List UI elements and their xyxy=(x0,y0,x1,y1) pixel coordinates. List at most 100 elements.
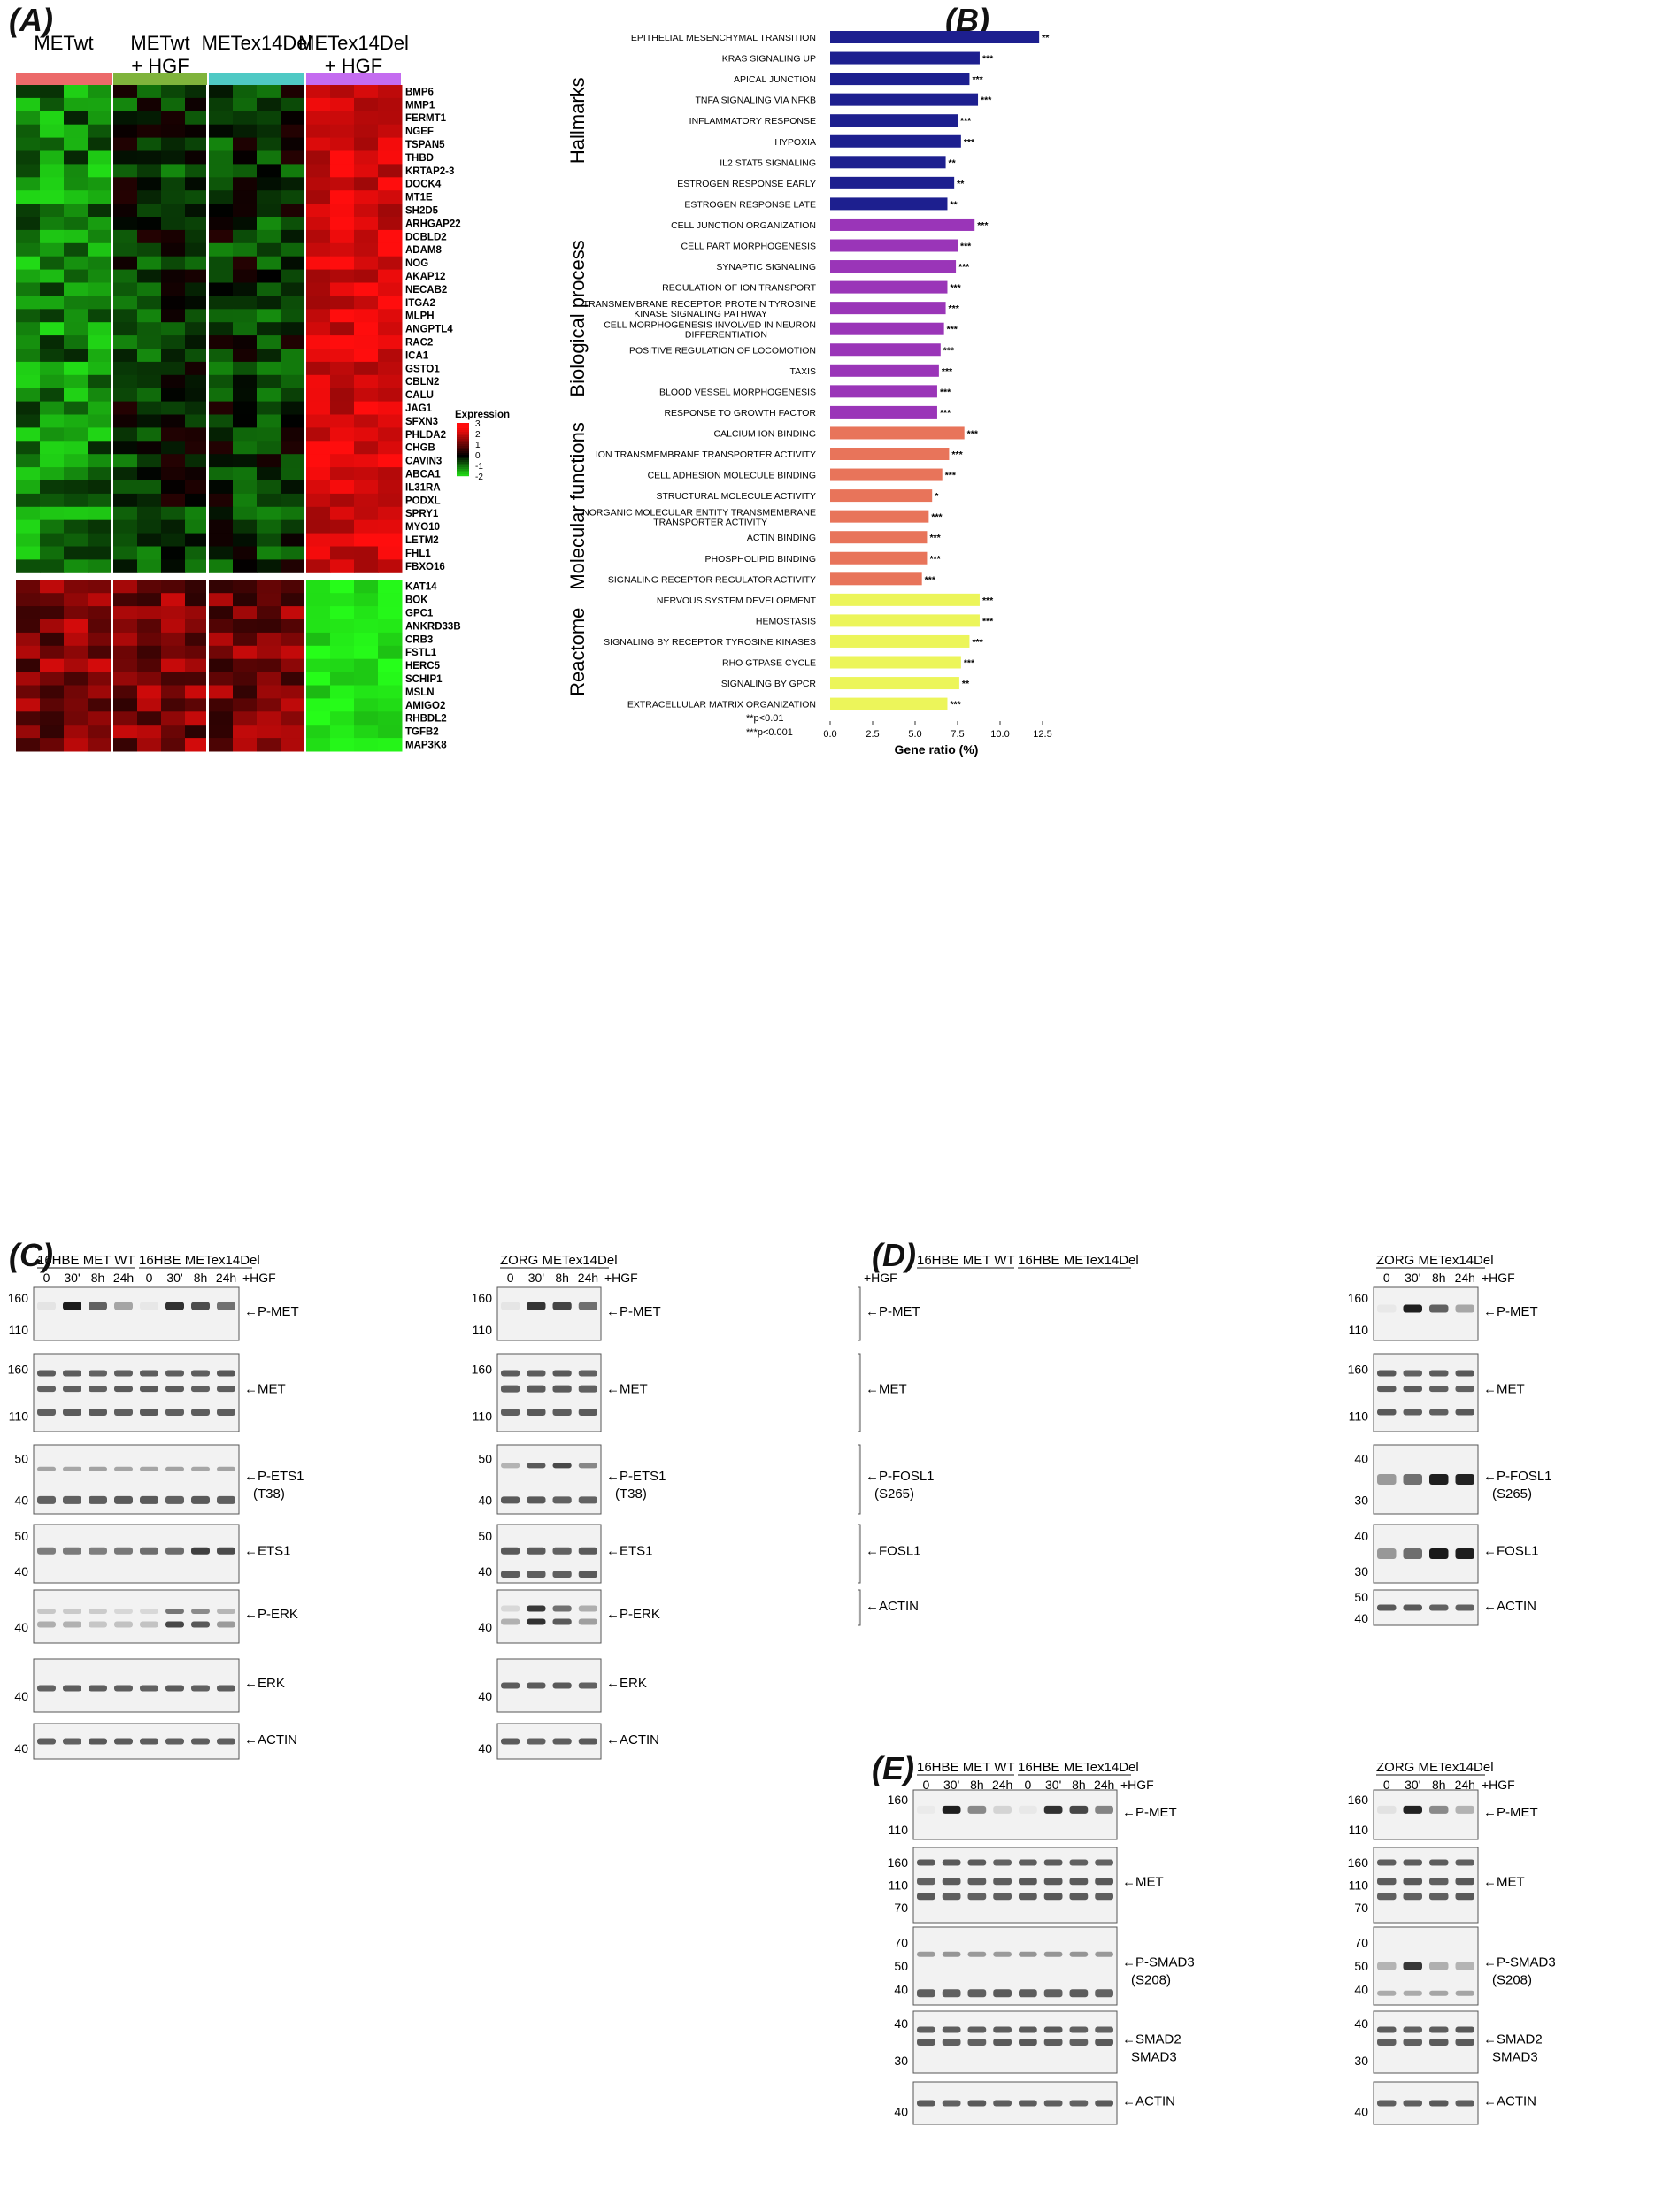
heatmap-cell xyxy=(209,454,234,468)
heatmap-cell xyxy=(64,645,89,660)
heatmap-cell xyxy=(281,85,305,99)
blot-band xyxy=(165,1738,184,1745)
blot-band xyxy=(1095,2100,1113,2107)
heatmap-cell xyxy=(257,124,281,139)
heatmap-cell xyxy=(16,309,41,323)
heatmap-cell xyxy=(40,580,65,594)
heatmap-cell xyxy=(330,374,355,389)
heatmap-cell xyxy=(209,361,234,376)
heatmap-cell xyxy=(185,204,210,218)
heatmap-cell xyxy=(378,738,403,752)
heatmap-cell xyxy=(40,269,65,283)
blot-band xyxy=(967,1951,987,1957)
heatmap-cell xyxy=(88,672,112,686)
heatmap-gene-label: FBXO16 xyxy=(405,562,445,572)
heatmap-cell xyxy=(257,190,281,204)
heatmap-cell xyxy=(209,546,234,560)
heatmap-cell xyxy=(185,229,210,244)
heatmap-cell xyxy=(88,322,112,336)
enrichment-bar xyxy=(830,260,957,273)
heatmap-cell xyxy=(330,111,355,126)
blot-band xyxy=(942,2100,961,2107)
heatmap-cell xyxy=(88,480,112,495)
heatmap-cell xyxy=(378,124,403,139)
legend-gradient-step xyxy=(457,442,469,445)
heatmap-cell xyxy=(137,441,162,455)
blot-band xyxy=(578,1370,597,1377)
heatmap-cell xyxy=(330,480,355,495)
blot-band xyxy=(1455,1304,1474,1313)
heatmap-cell xyxy=(257,454,281,468)
significance-stars: ** xyxy=(957,179,965,189)
mw-marker: 110 xyxy=(1349,1878,1369,1893)
heatmap-cell xyxy=(330,725,355,739)
heatmap-cell xyxy=(330,427,355,442)
blot-band xyxy=(37,1409,56,1416)
blot-band xyxy=(501,1738,520,1745)
heatmap-cell xyxy=(185,349,210,363)
heatmap-cell xyxy=(330,606,355,620)
blot-band xyxy=(527,1496,546,1504)
blot-band xyxy=(1019,2026,1037,2033)
heatmap-cell xyxy=(378,559,403,573)
heatmap-cell xyxy=(306,645,331,660)
heatmap-cell xyxy=(113,374,138,389)
heatmap-cell xyxy=(330,361,355,376)
heatmap-cell xyxy=(281,559,305,573)
term-label: ESTROGEN RESPONSE LATE xyxy=(684,199,816,210)
heatmap-cell xyxy=(330,519,355,534)
heatmap-cell xyxy=(281,111,305,126)
heatmap-cell xyxy=(161,296,186,310)
heatmap-cell xyxy=(209,150,234,165)
heatmap-cell xyxy=(113,725,138,739)
blot-band xyxy=(89,1386,107,1393)
heatmap-cell xyxy=(16,711,41,726)
heatmap-cell xyxy=(161,137,186,151)
blot-membrane xyxy=(33,1353,240,1432)
heatmap-cell xyxy=(16,111,41,126)
blot-band xyxy=(1377,1878,1397,1886)
heatmap-cell xyxy=(113,137,138,151)
heatmap-gene-label: ABCA1 xyxy=(405,470,441,480)
blot-band xyxy=(967,1989,987,1998)
heatmap-cell xyxy=(330,204,355,218)
enrichment-bar xyxy=(830,218,975,231)
heatmap-cell xyxy=(233,519,258,534)
lane-time-label: 0 xyxy=(1383,1271,1390,1285)
heatmap-cell xyxy=(354,309,379,323)
heatmap-cell xyxy=(16,738,41,752)
blot-band xyxy=(552,1496,572,1504)
heatmap-cell xyxy=(257,374,281,389)
blot-target-label: ←P-MET xyxy=(1483,1805,1538,1820)
heatmap-cell xyxy=(281,480,305,495)
heatmap-cell xyxy=(306,164,331,178)
heatmap-cell xyxy=(185,441,210,455)
heatmap-cell xyxy=(281,658,305,673)
blot-target-sublabel: (S208) xyxy=(1131,1973,1171,1988)
heatmap-cell xyxy=(185,698,210,712)
heatmap-cell xyxy=(113,361,138,376)
heatmap-cell xyxy=(64,619,89,634)
heatmap-cell xyxy=(88,519,112,534)
heatmap-cell xyxy=(16,685,41,699)
legend-gradient-step xyxy=(457,432,469,434)
heatmap-cell xyxy=(233,282,258,296)
heatmap-cell xyxy=(137,124,162,139)
heatmap-cell xyxy=(378,242,403,257)
heatmap-cell xyxy=(330,580,355,594)
heatmap-cell xyxy=(64,559,89,573)
blot-band xyxy=(114,1609,133,1614)
blot-band xyxy=(1455,1370,1474,1377)
heatmap-cell xyxy=(233,441,258,455)
heatmap-cell xyxy=(64,309,89,323)
heatmap-cell xyxy=(137,711,162,726)
heatmap-cell xyxy=(137,150,162,165)
heatmap-cell xyxy=(16,658,41,673)
group-label: Molecular functions xyxy=(566,422,589,590)
blot-band xyxy=(993,2039,1012,2046)
heatmap-cell xyxy=(113,493,138,508)
blot-band xyxy=(1377,1604,1397,1611)
heatmap-cell xyxy=(161,685,186,699)
blot-target-label: ←ERK xyxy=(244,1676,285,1691)
heatmap-cell xyxy=(88,282,112,296)
